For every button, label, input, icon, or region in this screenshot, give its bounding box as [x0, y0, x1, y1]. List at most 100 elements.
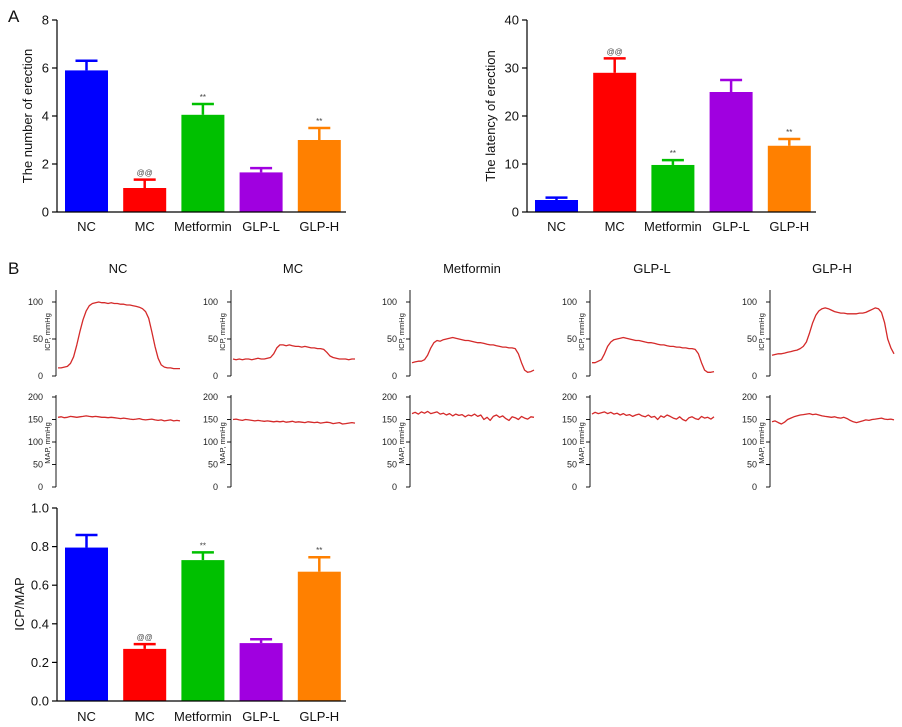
- bar-glp-l: [709, 92, 753, 212]
- map-y-tick-label: 50: [747, 460, 757, 470]
- icp-y-tick-label: 0: [752, 371, 757, 381]
- icp-y-tick-label: 100: [562, 297, 577, 307]
- bar-metformin: [181, 560, 225, 701]
- map-y-tick-label: 150: [382, 415, 397, 425]
- y-tick-label: 20: [505, 109, 519, 124]
- bar-mc: [123, 648, 167, 701]
- map-y-tick-label: 150: [203, 415, 218, 425]
- map-y-tick-label: 0: [752, 482, 757, 492]
- map-y-tick-label: 50: [387, 460, 397, 470]
- map-y-tick-label: 50: [567, 460, 577, 470]
- map-y-tick-label: 50: [33, 460, 43, 470]
- category-label-glp-l: GLP-L: [712, 219, 750, 234]
- y-tick-label: 6: [42, 61, 49, 76]
- column-title: MC: [283, 261, 303, 276]
- map-y-tick-label: 200: [742, 392, 757, 402]
- category-label-nc: NC: [77, 219, 96, 234]
- icp-y-tick-label: 100: [203, 297, 218, 307]
- y-axis-title: The number of erection: [20, 49, 35, 183]
- category-label-mc: MC: [605, 219, 625, 234]
- bar-nc: [65, 70, 108, 213]
- map-trace-nc: [57, 415, 181, 422]
- bar-metformin: [651, 164, 695, 212]
- y-tick-label: 0.2: [31, 655, 49, 670]
- icp-y-tick-label: 50: [387, 334, 397, 344]
- map-y-tick-label: 100: [203, 437, 218, 447]
- column-title: Metformin: [443, 261, 501, 276]
- y-tick-label: 40: [505, 13, 519, 28]
- column-title: GLP-H: [812, 261, 852, 276]
- icp-trace-mc: [232, 344, 355, 361]
- y-axis-title: The latency of erection: [483, 50, 498, 182]
- icp-axis-title: ICP, mmHg: [218, 313, 227, 351]
- map-y-tick-label: 200: [28, 392, 43, 402]
- bar-glp-l: [239, 643, 283, 701]
- bar-nc: [535, 200, 578, 212]
- significance-label-mc: @@: [137, 169, 153, 178]
- y-tick-label: 0.4: [31, 616, 49, 631]
- map-trace-metformin: [411, 410, 535, 422]
- bar-chart-icp-map: NC @@ MC ** Metformin GLP-L ** GLP-H 0.0 0.2 0.4 0.…: [12, 501, 346, 724]
- icp-axis-title: ICP, mmHg: [577, 313, 586, 351]
- map-y-tick-label: 0: [392, 482, 397, 492]
- map-y-tick-label: 200: [562, 392, 577, 402]
- column-title: NC: [109, 261, 128, 276]
- map-trace-glp-h: [771, 412, 895, 425]
- map-y-tick-label: 0: [38, 482, 43, 492]
- bar-metformin: [181, 114, 225, 212]
- y-tick-label: 2: [42, 157, 49, 172]
- icp-trace-metformin: [411, 336, 535, 373]
- y-tick-label: 10: [505, 157, 519, 172]
- map-trace-glp-l: [591, 411, 715, 422]
- map-y-tick-label: 100: [382, 437, 397, 447]
- icp-trace-glp-h: [771, 307, 895, 356]
- significance-label-metformin: **: [200, 93, 206, 102]
- icp-y-tick-label: 100: [382, 297, 397, 307]
- map-y-tick-label: 0: [572, 482, 577, 492]
- icp-y-tick-label: 50: [208, 334, 218, 344]
- bar-chart-the-latency-of-erection: NC @@ MC ** Metformin GLP-L ** GLP-H 0 10 20 30 40 Th…: [483, 13, 816, 234]
- significance-label-glp-h: **: [316, 117, 322, 126]
- map-y-tick-label: 100: [562, 437, 577, 447]
- category-label-metformin: Metformin: [174, 709, 232, 724]
- icp-y-tick-label: 0: [572, 371, 577, 381]
- bar-glp-h: [767, 145, 811, 212]
- bar-glp-h: [297, 140, 341, 212]
- y-tick-label: 0.6: [31, 578, 49, 593]
- category-label-glp-h: GLP-H: [769, 219, 809, 234]
- category-label-glp-l: GLP-L: [242, 219, 280, 234]
- map-y-tick-label: 200: [203, 392, 218, 402]
- panel-label-a: A: [8, 7, 20, 26]
- icp-y-tick-label: 0: [213, 371, 218, 381]
- icp-y-tick-label: 100: [28, 297, 43, 307]
- panel-label-b: B: [8, 259, 19, 278]
- map-axis-title: MAP, mmHg: [218, 422, 227, 464]
- icp-axis-title: ICP, mmHg: [397, 313, 406, 351]
- map-y-tick-label: 150: [562, 415, 577, 425]
- icp-y-tick-label: 100: [742, 297, 757, 307]
- category-label-glp-h: GLP-H: [299, 219, 339, 234]
- map-y-tick-label: 100: [28, 437, 43, 447]
- significance-label-mc: @@: [137, 633, 153, 642]
- map-trace-mc: [232, 418, 356, 425]
- column-title: GLP-L: [633, 261, 671, 276]
- bar-glp-l: [239, 172, 283, 212]
- category-label-mc: MC: [135, 219, 155, 234]
- icp-trace-glp-l: [592, 336, 715, 373]
- map-y-tick-label: 50: [208, 460, 218, 470]
- y-tick-label: 30: [505, 61, 519, 76]
- icp-y-tick-label: 0: [392, 371, 397, 381]
- map-axis-title: MAP, mmHg: [577, 422, 586, 464]
- y-tick-label: 0: [42, 205, 49, 220]
- icp-axis-title: ICP, mmHg: [757, 313, 766, 351]
- bar-glp-h: [297, 571, 341, 701]
- significance-label-metformin: **: [200, 541, 206, 550]
- icp-y-tick-label: 0: [38, 371, 43, 381]
- significance-label-glp-h: **: [316, 546, 322, 555]
- map-axis-title: MAP, mmHg: [43, 422, 52, 464]
- y-tick-label: 8: [42, 13, 49, 28]
- category-label-glp-h: GLP-H: [299, 709, 339, 724]
